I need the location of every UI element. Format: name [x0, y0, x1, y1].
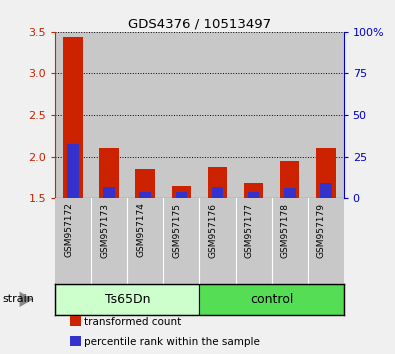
Bar	[70, 336, 81, 346]
Bar	[100, 148, 119, 198]
Text: GSM957174: GSM957174	[136, 202, 145, 257]
Bar	[175, 193, 187, 198]
Bar	[127, 32, 164, 198]
Bar	[171, 186, 191, 198]
Title: GDS4376 / 10513497: GDS4376 / 10513497	[128, 18, 271, 31]
Bar	[55, 32, 91, 198]
Bar	[91, 32, 127, 198]
Bar	[284, 188, 295, 198]
Text: GSM957178: GSM957178	[280, 202, 290, 258]
Text: GSM957179: GSM957179	[317, 202, 325, 258]
Bar	[164, 32, 199, 198]
Bar	[244, 183, 263, 198]
Bar	[208, 167, 228, 198]
Bar	[199, 284, 344, 315]
Bar	[272, 32, 308, 198]
Bar	[235, 32, 272, 198]
Text: transformed count: transformed count	[84, 317, 181, 327]
Text: GSM957177: GSM957177	[245, 202, 254, 258]
Text: GSM957172: GSM957172	[64, 202, 73, 257]
Bar	[320, 183, 331, 198]
Bar	[55, 284, 199, 315]
Bar	[308, 32, 344, 198]
Bar	[135, 169, 155, 198]
Text: strain: strain	[2, 294, 34, 304]
Bar	[280, 161, 299, 198]
Text: GSM957176: GSM957176	[209, 202, 218, 258]
Text: control: control	[250, 293, 293, 306]
Bar	[68, 144, 79, 198]
Bar	[316, 148, 335, 198]
Bar	[70, 316, 81, 326]
Bar	[212, 188, 224, 198]
Polygon shape	[20, 292, 33, 307]
Bar	[199, 32, 235, 198]
Text: percentile rank within the sample: percentile rank within the sample	[84, 337, 260, 347]
Bar	[103, 188, 115, 198]
Text: GSM957175: GSM957175	[173, 202, 181, 258]
Bar	[248, 193, 260, 198]
Bar	[64, 37, 83, 198]
Bar	[139, 192, 151, 198]
Text: GSM957173: GSM957173	[100, 202, 109, 258]
Text: Ts65Dn: Ts65Dn	[105, 293, 150, 306]
